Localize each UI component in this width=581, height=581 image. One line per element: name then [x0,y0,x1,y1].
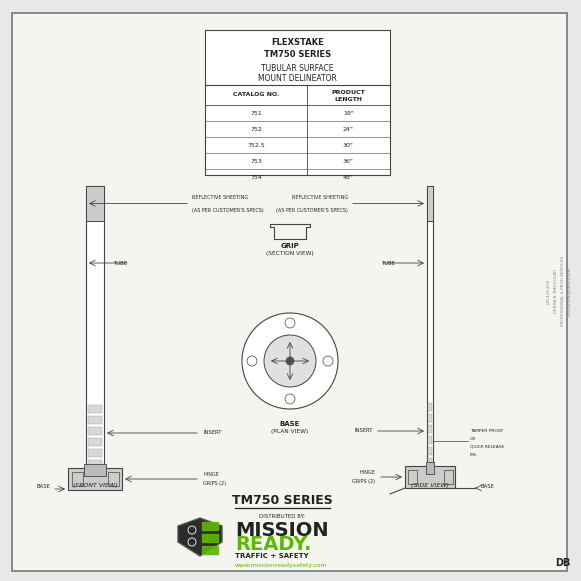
Text: DM-435-876: DM-435-876 [547,278,551,304]
Text: P.N.: P.N. [470,453,478,457]
Bar [426,462,434,474]
Text: LENGTH: LENGTH [335,96,363,102]
Text: (SIDE VIEW): (SIDE VIEW) [411,483,449,489]
Text: missionreadysafety.com: missionreadysafety.com [568,266,572,316]
Circle shape [323,356,333,366]
Bar [84,464,106,476]
Bar [428,425,432,433]
Text: TRAFFIC + SAFETY: TRAFFIC + SAFETY [235,553,309,559]
Text: HINGE: HINGE [203,472,219,478]
Bar [108,472,119,486]
Bar [405,466,455,488]
Text: DISTRIBUTED BY:: DISTRIBUTED BY: [259,514,305,518]
Text: (AS PER CUSTOMER'S SPECS): (AS PER CUSTOMER'S SPECS) [192,207,264,213]
Text: QUICK RELEASE: QUICK RELEASE [470,445,504,449]
Bar [68,468,122,490]
Text: TM750 SERIES: TM750 SERIES [232,494,332,507]
Text: (AS PER CUSTOMER'S SPECS): (AS PER CUSTOMER'S SPECS) [276,207,348,213]
Text: BASE: BASE [36,485,50,490]
Bar [427,186,433,221]
Text: 24": 24" [343,127,354,131]
Text: GRIPS (2): GRIPS (2) [352,479,375,485]
Text: 30": 30" [343,142,354,148]
Text: GRIP: GRIP [281,243,299,249]
Text: 753: 753 [250,159,262,163]
Text: TUBE: TUBE [114,260,128,266]
Bar [88,427,102,435]
Text: (FRONT VIEW): (FRONT VIEW) [73,483,117,489]
Text: DB: DB [555,558,571,568]
Bar [428,436,432,444]
Text: 36": 36" [343,159,354,163]
Text: TUBE: TUBE [382,260,396,266]
Text: PRODUCT: PRODUCT [332,89,365,95]
Bar [86,186,104,221]
Circle shape [285,318,295,328]
Bar [428,458,432,466]
Text: 754: 754 [250,174,262,180]
Text: FLEXSTAKE: FLEXSTAKE [271,38,324,46]
Circle shape [286,357,294,365]
Text: REFLECTIVE SHEETING: REFLECTIVE SHEETING [292,195,348,199]
Text: CATALOG NO.: CATALOG NO. [232,91,279,96]
Text: TM750 SERIES: TM750 SERIES [264,49,331,59]
Bar [72,472,83,486]
Text: REFLECTIVE SHEETING: REFLECTIVE SHEETING [192,195,248,199]
Bar [86,186,104,221]
Text: (PLAN VIEW): (PLAN VIEW) [271,429,309,434]
Text: MISSION: MISSION [235,521,329,540]
Bar [88,460,102,468]
Text: (SECTION VIEW): (SECTION VIEW) [266,251,314,256]
Bar [88,438,102,446]
Text: GRIPS (2): GRIPS (2) [203,482,226,486]
Text: 752.5: 752.5 [247,142,265,148]
Text: HINGE: HINGE [359,471,375,475]
Bar [86,186,104,468]
Text: OR: OR [470,437,476,441]
Bar [88,449,102,457]
Bar [428,403,432,411]
Text: BASE: BASE [480,483,494,489]
Bar [205,30,390,175]
Bar [88,416,102,424]
Bar [88,405,102,413]
Text: TAMPER PROOF: TAMPER PROOF [470,429,504,433]
Text: INSERT: INSERT [203,431,221,436]
Text: INSERT: INSERT [354,429,373,433]
Bar [427,186,433,466]
Text: 752: 752 [250,127,262,131]
Bar [444,470,453,484]
Text: BASE: BASE [280,421,300,427]
Bar [408,470,417,484]
Text: PROFESSIONAL & PROD SERVICES: PROFESSIONAL & PROD SERVICES [561,256,565,326]
Circle shape [247,356,257,366]
Text: 751: 751 [250,110,262,116]
Bar [428,414,432,422]
Text: TUBULAR SURFACE: TUBULAR SURFACE [261,63,333,73]
Text: DEBRA A. BAGCOLATI: DEBRA A. BAGCOLATI [554,269,558,313]
Bar [427,186,433,221]
Circle shape [264,335,316,387]
Text: www.missionreadysafety.com: www.missionreadysafety.com [235,562,328,568]
Circle shape [285,394,295,404]
Bar [428,447,432,455]
Text: READY.: READY. [235,536,311,554]
Polygon shape [178,518,222,556]
Circle shape [242,313,338,409]
Text: 48": 48" [343,174,354,180]
Text: 19": 19" [343,110,354,116]
Text: MOUNT DELINEATOR: MOUNT DELINEATOR [258,74,337,83]
